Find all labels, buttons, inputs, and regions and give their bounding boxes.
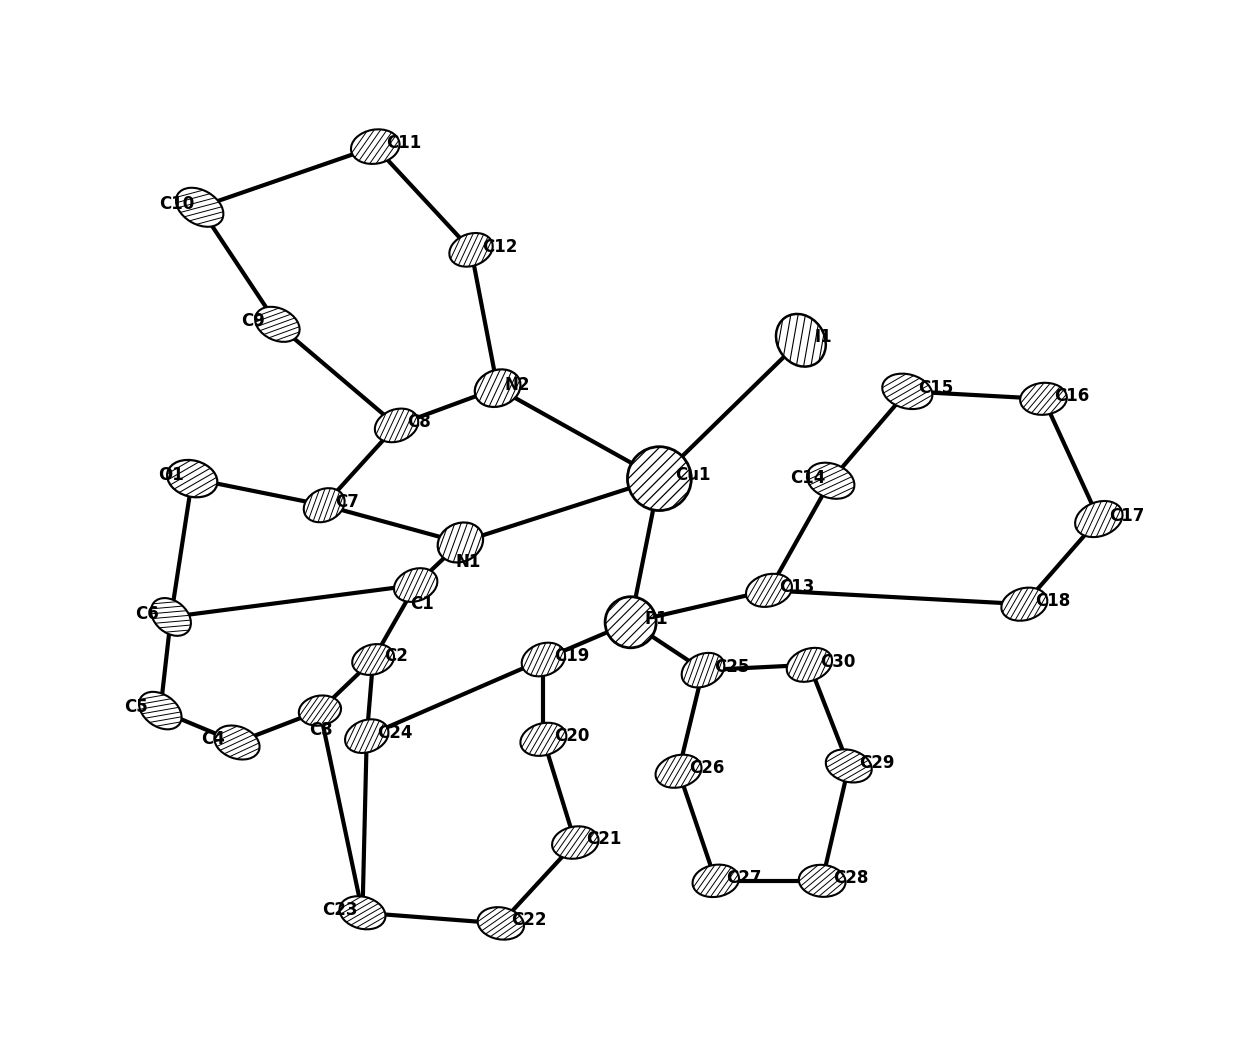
Text: O1: O1 [159, 466, 184, 484]
Ellipse shape [299, 695, 341, 726]
Ellipse shape [167, 460, 217, 497]
Ellipse shape [394, 569, 438, 602]
Text: C10: C10 [159, 195, 195, 213]
Ellipse shape [449, 233, 492, 266]
Text: C8: C8 [407, 413, 432, 432]
Text: C20: C20 [554, 728, 589, 746]
Ellipse shape [746, 574, 792, 607]
Ellipse shape [215, 726, 259, 759]
Text: C30: C30 [820, 653, 856, 671]
Ellipse shape [776, 314, 826, 366]
Text: C2: C2 [383, 648, 408, 665]
Ellipse shape [826, 750, 872, 782]
Text: C7: C7 [335, 493, 358, 511]
Text: Cu1: Cu1 [676, 466, 711, 484]
Ellipse shape [656, 755, 702, 788]
Ellipse shape [351, 130, 399, 164]
Text: N2: N2 [503, 376, 529, 394]
Ellipse shape [693, 865, 739, 897]
Text: C9: C9 [242, 312, 265, 331]
Ellipse shape [1002, 588, 1048, 620]
Ellipse shape [521, 722, 567, 756]
Ellipse shape [176, 187, 223, 226]
Text: C28: C28 [833, 869, 868, 887]
Text: C26: C26 [689, 759, 724, 777]
Ellipse shape [552, 827, 599, 859]
Ellipse shape [807, 462, 854, 499]
Text: C19: C19 [554, 648, 589, 665]
Ellipse shape [255, 306, 300, 342]
Ellipse shape [345, 719, 388, 753]
Text: C6: C6 [135, 604, 159, 622]
Ellipse shape [1075, 501, 1122, 537]
Ellipse shape [475, 370, 521, 406]
Ellipse shape [340, 896, 386, 930]
Ellipse shape [882, 374, 932, 409]
Ellipse shape [799, 865, 846, 897]
Ellipse shape [682, 653, 724, 688]
Text: C21: C21 [587, 831, 621, 849]
Ellipse shape [786, 648, 832, 682]
Text: N1: N1 [455, 553, 480, 571]
Text: C17: C17 [1110, 506, 1145, 524]
Text: C13: C13 [780, 578, 815, 596]
Text: C15: C15 [918, 379, 954, 397]
Ellipse shape [151, 598, 191, 636]
Text: C22: C22 [511, 911, 547, 929]
Text: C3: C3 [309, 720, 334, 739]
Ellipse shape [477, 908, 525, 939]
Text: C4: C4 [201, 731, 224, 749]
Ellipse shape [352, 644, 394, 675]
Text: C12: C12 [481, 238, 517, 256]
Text: I1: I1 [815, 329, 832, 346]
Ellipse shape [522, 642, 565, 676]
Text: P1: P1 [645, 610, 668, 628]
Text: C5: C5 [124, 698, 148, 716]
Text: C14: C14 [790, 469, 826, 486]
Text: C24: C24 [377, 723, 413, 742]
Text: C1: C1 [410, 595, 434, 613]
Text: C18: C18 [1035, 592, 1070, 610]
Ellipse shape [605, 597, 656, 648]
Text: C27: C27 [727, 869, 761, 887]
Ellipse shape [374, 409, 418, 442]
Ellipse shape [438, 522, 484, 562]
Text: C25: C25 [714, 658, 749, 676]
Ellipse shape [627, 446, 691, 511]
Text: C16: C16 [1054, 386, 1090, 404]
Ellipse shape [139, 692, 181, 730]
Text: C29: C29 [859, 754, 895, 772]
Text: C11: C11 [386, 135, 422, 153]
Text: C23: C23 [322, 900, 357, 918]
Ellipse shape [1021, 383, 1066, 415]
Ellipse shape [304, 489, 345, 522]
